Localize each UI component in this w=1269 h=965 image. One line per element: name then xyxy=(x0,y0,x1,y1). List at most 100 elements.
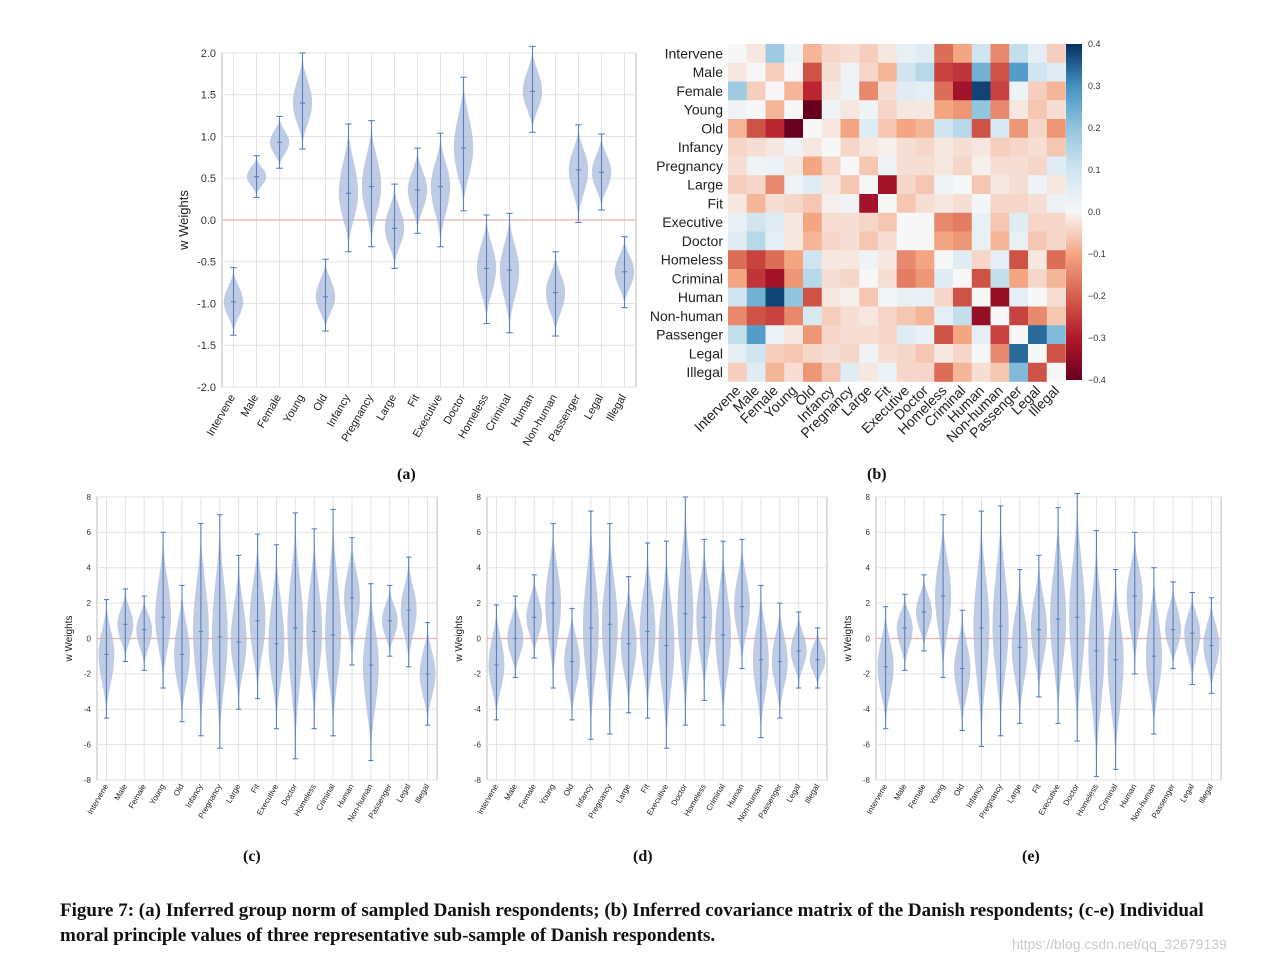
y-tick-label: 2.0 xyxy=(201,48,216,60)
y-tick-label: 8 xyxy=(477,493,482,502)
heatmap-cell xyxy=(859,119,879,139)
violin-body xyxy=(419,622,436,726)
col-label: Intervene xyxy=(691,382,744,435)
heatmap-cell xyxy=(1028,344,1048,364)
violin-body xyxy=(507,596,524,678)
heatmap-cell xyxy=(746,344,766,364)
heatmap-cell xyxy=(934,250,954,270)
violin-body xyxy=(268,544,285,729)
heatmap-cell xyxy=(971,44,991,64)
heatmap-cell xyxy=(878,156,898,176)
heatmap-cell xyxy=(746,212,766,232)
heatmap-cell xyxy=(1028,250,1048,270)
y-tick-label: -0.5 xyxy=(197,257,216,269)
heatmap-cell xyxy=(953,306,973,326)
heatmap-cell xyxy=(1046,156,1066,176)
heatmap-cell xyxy=(896,287,916,307)
row-label: Human xyxy=(678,289,723,305)
violin-body xyxy=(568,124,589,223)
heatmap-cell xyxy=(1046,306,1066,326)
x-tick-label: Criminal xyxy=(704,782,727,812)
heatmap-cell xyxy=(1028,62,1048,82)
heatmap-cell xyxy=(934,306,954,326)
heatmap-cell xyxy=(934,287,954,307)
colorbar-tick: −0.4 xyxy=(1088,375,1106,385)
col-label: Female xyxy=(737,382,781,426)
heatmap-cell xyxy=(1009,212,1029,232)
x-tick-label: Large xyxy=(224,782,242,805)
x-tick-label: Male xyxy=(239,393,261,420)
heatmap-cell xyxy=(915,194,935,214)
heatmap-cell xyxy=(990,269,1010,289)
heatmap-cell xyxy=(728,269,748,289)
col-label: Non-human xyxy=(943,382,1006,445)
heatmap-cell xyxy=(784,250,804,270)
violin-body xyxy=(877,606,894,729)
violin-body xyxy=(954,610,971,731)
heatmap-cell xyxy=(1046,175,1066,195)
heatmap-cell xyxy=(1028,44,1048,64)
heatmap-cell xyxy=(953,156,973,176)
x-tick-label: Pregnancy xyxy=(197,783,224,821)
heatmap-cell xyxy=(803,212,823,232)
colorbar-tick: −0.3 xyxy=(1088,333,1106,343)
heatmap-cell xyxy=(728,156,748,176)
heatmap-cell xyxy=(915,81,935,101)
heatmap-cell xyxy=(971,100,991,120)
heatmap-cell xyxy=(896,119,916,139)
heatmap-cell xyxy=(1009,194,1029,214)
heatmap-cell xyxy=(803,156,823,176)
heatmap-cell xyxy=(803,344,823,364)
heatmap-cell xyxy=(878,212,898,232)
y-tick-label: 0 xyxy=(87,634,92,643)
x-tick-label: Legal xyxy=(582,393,606,422)
x-tick-label: Female xyxy=(127,782,148,810)
violin-body xyxy=(98,599,115,719)
x-tick-label: Fit xyxy=(639,782,652,795)
heatmap-cell xyxy=(859,81,879,101)
heatmap-cell xyxy=(821,325,841,345)
heatmap-cell xyxy=(971,212,991,232)
violin-body xyxy=(591,134,612,210)
panel-e-frame xyxy=(875,496,1222,781)
heatmap-cell xyxy=(953,44,973,64)
heatmap-cell xyxy=(728,362,748,382)
x-tick-label: Male xyxy=(113,782,130,802)
heatmap-cell xyxy=(840,269,860,289)
violin-body xyxy=(620,576,637,713)
violin-body xyxy=(545,523,561,688)
heatmap-cell xyxy=(840,44,860,64)
heatmap-cell xyxy=(953,62,973,82)
heatmap-cell xyxy=(915,306,935,326)
heatmap-cell xyxy=(784,344,804,364)
heatmap-cell xyxy=(728,175,748,195)
heatmap-cell xyxy=(953,344,973,364)
heatmap-cell xyxy=(896,44,916,64)
heatmap-cell xyxy=(990,119,1010,139)
heatmap-cell xyxy=(859,269,879,289)
heatmap-cell xyxy=(821,250,841,270)
heatmap-cell xyxy=(765,250,785,270)
violin-body xyxy=(363,583,379,761)
heatmap-cell xyxy=(896,62,916,82)
y-axis-label: w Weights xyxy=(843,616,854,663)
x-tick-label: Criminal xyxy=(484,393,515,434)
heatmap-cell xyxy=(765,119,785,139)
heatmap-cell xyxy=(765,287,785,307)
y-tick-label: -6 xyxy=(84,740,92,749)
heatmap-cell xyxy=(934,81,954,101)
heatmap-cell xyxy=(728,81,748,101)
x-tick-label: Homeless xyxy=(1075,783,1101,818)
panel-c-frame xyxy=(96,496,438,781)
heatmap-cell xyxy=(803,269,823,289)
heatmap-cell xyxy=(765,100,785,120)
heatmap-cell xyxy=(1046,137,1066,157)
heatmap-cell xyxy=(821,231,841,251)
heatmap-cell xyxy=(821,100,841,120)
heatmap-cell xyxy=(971,287,991,307)
heatmap-cell xyxy=(784,137,804,157)
heatmap-cell xyxy=(859,325,879,345)
heatmap-cell xyxy=(953,137,973,157)
row-label: Legal xyxy=(689,345,723,361)
heatmap-cell xyxy=(803,306,823,326)
